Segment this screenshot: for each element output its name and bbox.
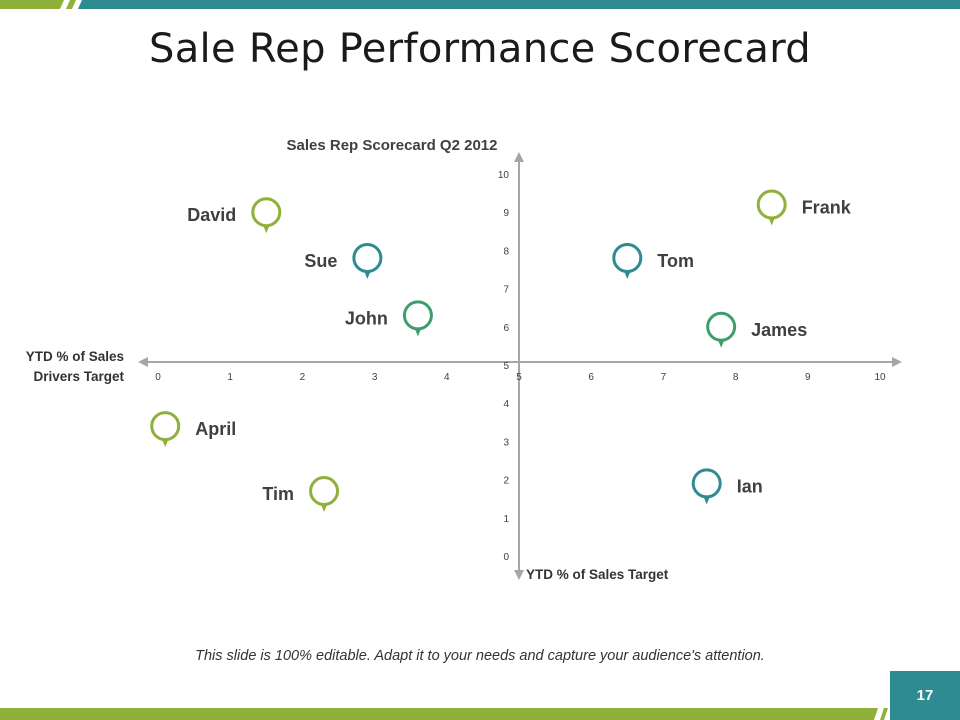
map-pin-icon bbox=[706, 311, 737, 342]
y-tick-label: 2 bbox=[503, 476, 509, 487]
y-axis-label: YTD % of Sales Target bbox=[526, 567, 669, 582]
y-tick-label: 0 bbox=[503, 552, 509, 563]
pin-john: John bbox=[345, 300, 433, 337]
x-axis-arrow-left bbox=[138, 357, 148, 367]
slide-title: Sale Rep Performance Scorecard bbox=[149, 26, 811, 72]
scatter-chart: Sales Rep Scorecard Q2 2012 0 1 2 3 4 5 6 7 8 9 10 0… bbox=[26, 137, 902, 582]
point-label: James bbox=[751, 320, 807, 340]
y-tick-label: 4 bbox=[503, 399, 509, 410]
y-tick-label: 5 bbox=[503, 361, 509, 372]
point-label: John bbox=[345, 308, 388, 328]
point-label: Frank bbox=[802, 198, 852, 218]
pin-james: James bbox=[706, 311, 807, 348]
top-accent-bar bbox=[0, 0, 960, 9]
pin-tim: Tim bbox=[262, 476, 340, 513]
map-pin-icon bbox=[150, 411, 181, 442]
x-tick-label: 7 bbox=[661, 372, 667, 383]
x-axis-arrow-right bbox=[892, 357, 902, 367]
point-label: David bbox=[187, 205, 236, 225]
map-pin-icon bbox=[352, 243, 383, 274]
point-label: Tim bbox=[262, 484, 294, 504]
pin-david: David bbox=[187, 197, 282, 234]
map-pin-icon bbox=[402, 300, 433, 331]
pin-tom: Tom bbox=[612, 243, 694, 280]
point-label: Tom bbox=[657, 251, 694, 271]
x-tick-label: 8 bbox=[733, 372, 739, 383]
footer-note: This slide is 100% editable. Adapt it to… bbox=[195, 648, 765, 664]
y-tick-label: 6 bbox=[503, 323, 509, 334]
map-pin-icon bbox=[251, 197, 282, 228]
pin-sue: Sue bbox=[304, 243, 383, 280]
x-tick-label: 1 bbox=[227, 372, 233, 383]
point-label: Ian bbox=[737, 476, 763, 496]
pin-ian: Ian bbox=[691, 468, 763, 505]
x-tick-label: 10 bbox=[874, 372, 886, 383]
x-tick-label: 6 bbox=[588, 372, 594, 383]
map-pin-icon bbox=[756, 189, 787, 220]
bottom-accent-bar bbox=[0, 708, 888, 720]
y-tick-label: 7 bbox=[503, 285, 509, 296]
y-tick-label: 10 bbox=[498, 170, 510, 181]
chart-title: Sales Rep Scorecard Q2 2012 bbox=[287, 137, 498, 154]
point-label: April bbox=[195, 419, 236, 439]
page-number-badge: 17 bbox=[890, 671, 960, 720]
pin-frank: Frank bbox=[756, 189, 852, 226]
y-axis-arrow-top bbox=[514, 152, 524, 162]
x-tick-label: 0 bbox=[155, 372, 161, 383]
map-pin-icon bbox=[691, 468, 722, 499]
y-tick-label: 9 bbox=[503, 208, 509, 219]
page-number: 17 bbox=[916, 687, 934, 704]
pin-april: April bbox=[150, 411, 236, 448]
x-tick-label: 9 bbox=[805, 372, 811, 383]
x-tick-label: 4 bbox=[444, 372, 450, 383]
x-tick-label: 3 bbox=[372, 372, 378, 383]
y-tick-label: 8 bbox=[503, 246, 509, 257]
x-tick-label: 5 bbox=[516, 372, 522, 383]
y-axis-arrow-bottom bbox=[514, 570, 524, 580]
map-pin-icon bbox=[612, 243, 643, 274]
y-tick-label: 1 bbox=[503, 514, 509, 525]
x-axis-label: YTD % of Sales Drivers Target bbox=[26, 349, 125, 384]
point-label: Sue bbox=[304, 251, 337, 271]
map-pin-icon bbox=[309, 476, 340, 507]
x-tick-label: 2 bbox=[300, 372, 306, 383]
y-tick-label: 3 bbox=[503, 437, 509, 448]
